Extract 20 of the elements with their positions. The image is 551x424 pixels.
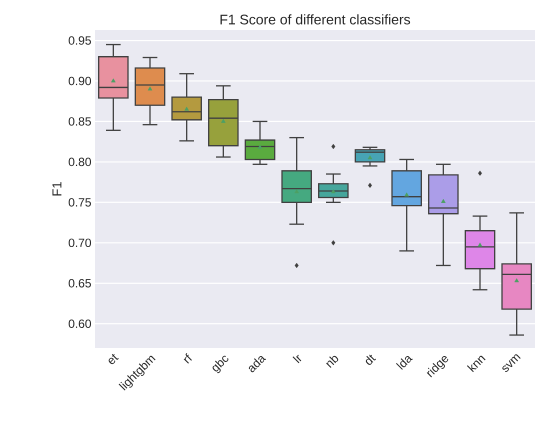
x-tick-label: knn [466, 356, 486, 372]
x-tick-label: nb [326, 356, 338, 368]
y-tick-label: 0.60 [68, 319, 92, 328]
y-tick-label: 0.90 [68, 76, 92, 86]
x-tick-label: lr [292, 354, 302, 364]
y-tick-label: 0.85 [68, 117, 91, 126]
y-tick-label: 0.80 [68, 158, 92, 166]
y-tick-label: 0.95 [68, 36, 91, 45]
x-tick-label: lda [396, 356, 413, 370]
x-tick-label: et [108, 354, 119, 364]
x-tick-label: dt [366, 354, 376, 365]
x-tick-label: rf [184, 353, 192, 364]
x-tick-label: gbc [212, 356, 228, 374]
y-axis-title: F1 [52, 182, 62, 196]
chart-title: F1 Score of different classifiers [220, 14, 410, 24]
x-tick-label: ada [248, 356, 266, 372]
y-tick-label: 0.75 [68, 198, 91, 207]
y-tick-label: 0.65 [68, 279, 91, 288]
y-tick-label: 0.70 [68, 238, 92, 248]
x-tick-label: svm [502, 354, 521, 372]
